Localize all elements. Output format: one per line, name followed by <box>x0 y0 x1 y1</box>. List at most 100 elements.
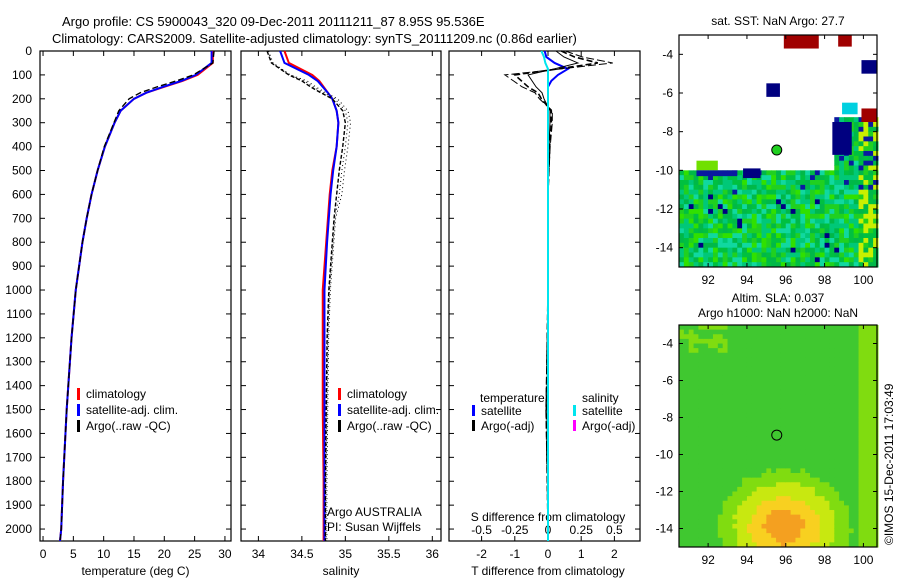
map-cell <box>858 218 864 224</box>
map-cell <box>756 184 762 191</box>
map-cell <box>708 417 714 423</box>
map-cell <box>693 194 699 200</box>
map-cell <box>683 257 690 263</box>
map-cell <box>771 422 777 428</box>
map-cell <box>829 189 835 195</box>
map-cell <box>751 454 758 460</box>
map-cell <box>712 343 719 349</box>
map-cell <box>853 422 860 428</box>
map-cell <box>863 533 869 539</box>
map-cell <box>722 496 729 502</box>
map-cell <box>771 262 777 268</box>
map-cell <box>848 426 855 432</box>
map-cell <box>698 362 704 368</box>
map-cell <box>742 394 748 400</box>
map-cell <box>683 233 690 239</box>
map-cell <box>848 233 855 239</box>
map-cell <box>693 519 699 525</box>
map-cell <box>732 528 738 534</box>
map-cell <box>693 238 699 244</box>
map-cell <box>737 417 743 423</box>
map-cell <box>868 468 874 474</box>
map-cell <box>844 542 850 548</box>
map-cell <box>844 165 850 171</box>
map-cell <box>756 523 762 529</box>
map-cell <box>795 491 801 497</box>
map-cell <box>732 228 738 234</box>
map-cell <box>742 477 748 483</box>
map-cell <box>829 242 835 249</box>
map-cell <box>776 482 782 488</box>
map-cell <box>844 194 850 200</box>
map-cell <box>863 257 869 263</box>
map-cell <box>727 542 733 548</box>
map-cell <box>814 352 821 358</box>
map-cell <box>698 454 704 460</box>
map-cell <box>683 491 690 497</box>
map-cell <box>722 412 729 418</box>
map-cell <box>771 449 777 455</box>
map-cell <box>737 209 743 215</box>
map-cell <box>756 505 762 511</box>
map-cell <box>761 523 767 529</box>
map-cell <box>810 366 816 372</box>
map-cell <box>839 496 845 502</box>
map-cell <box>712 352 719 358</box>
map-cell <box>693 440 699 446</box>
map-cell <box>819 247 826 253</box>
map-cell <box>805 459 811 465</box>
map-cell <box>790 184 796 191</box>
map-cell <box>683 399 690 405</box>
map-cell <box>751 436 758 442</box>
map-cell <box>873 389 879 395</box>
map-cell <box>814 366 821 372</box>
map-cell <box>814 375 821 381</box>
map-cell <box>814 199 821 205</box>
map-cell <box>756 348 762 354</box>
map-cell <box>785 412 792 418</box>
map-cell <box>819 223 826 229</box>
map-cell <box>824 449 830 455</box>
map-cell <box>790 218 796 224</box>
map-cell <box>688 445 695 451</box>
map-cell <box>717 242 724 249</box>
map-cell <box>819 436 826 442</box>
map-cell <box>698 542 704 548</box>
map-cell <box>814 477 821 483</box>
map-cell <box>800 482 806 488</box>
map-cell <box>844 486 850 492</box>
map-cell <box>844 403 850 409</box>
map-cell <box>824 252 830 258</box>
map-cell <box>824 189 830 195</box>
map-cell <box>819 194 826 200</box>
map-cell <box>732 357 738 363</box>
map-cell <box>848 180 855 186</box>
map-cell <box>771 459 777 465</box>
map-cell <box>829 528 835 534</box>
map-cell <box>683 385 690 391</box>
map-cell <box>839 357 845 363</box>
map-cell <box>863 445 869 451</box>
map-cell <box>785 523 792 529</box>
map-cell <box>785 385 792 391</box>
map-cell <box>858 199 864 205</box>
sla-map-title: Altim. SLA: 0.037 <box>732 291 825 305</box>
map-cell <box>761 519 767 525</box>
map-cell <box>868 431 874 437</box>
map-cell <box>761 375 767 381</box>
map-cell <box>683 440 690 446</box>
map-cell <box>688 175 695 181</box>
map-cell <box>771 496 777 502</box>
map-cell <box>708 371 714 377</box>
map-cell <box>829 454 835 460</box>
map-cell <box>858 468 864 474</box>
y-tick-label: 300 <box>12 116 32 130</box>
map-cell <box>756 537 762 543</box>
map-cell <box>693 449 699 455</box>
map-cell <box>805 403 811 409</box>
map-cell <box>761 357 767 363</box>
map-cell <box>712 213 719 220</box>
map-cell <box>858 348 864 354</box>
map-cell <box>776 242 782 249</box>
map-cell <box>712 233 719 239</box>
